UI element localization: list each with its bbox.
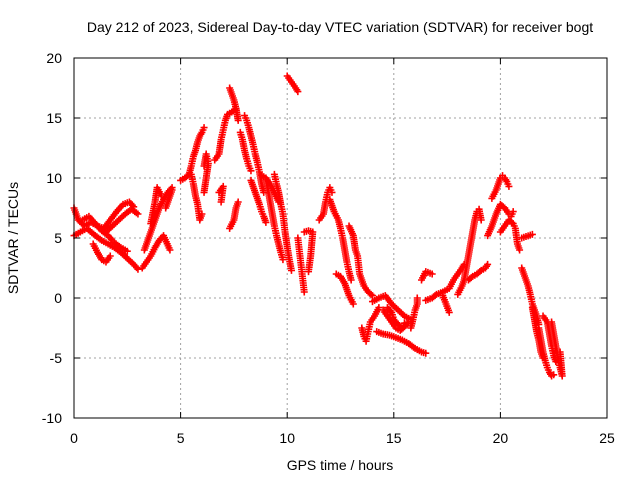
axis-ticks: [73, 57, 608, 419]
y-tick-label: -10: [42, 410, 62, 426]
x-axis-label: GPS time / hours: [287, 457, 394, 473]
data-point: [367, 290, 375, 298]
data-point: [262, 218, 270, 226]
data-point: [279, 256, 287, 264]
data-point: [134, 210, 142, 218]
data-point: [550, 371, 558, 379]
data-point: [123, 247, 131, 255]
data-point: [508, 218, 516, 226]
data-point: [328, 188, 336, 196]
data-point: [157, 192, 165, 200]
data-point: [347, 276, 355, 284]
data-point: [528, 230, 536, 238]
data-point: [476, 268, 484, 276]
data-point: [484, 260, 492, 268]
data-point: [106, 252, 114, 260]
data-point: [287, 266, 295, 274]
data-point: [431, 292, 439, 300]
data-points: [70, 72, 566, 380]
data-point: [422, 349, 430, 357]
data-point: [300, 288, 308, 296]
data-point: [413, 294, 421, 302]
data-point: [234, 116, 242, 124]
data-point: [509, 208, 517, 216]
x-tick-label: 10: [279, 430, 295, 446]
data-point: [368, 292, 376, 300]
data-point: [505, 182, 513, 190]
data-point: [200, 124, 208, 132]
x-tick-label: 15: [386, 430, 402, 446]
chart-title: Day 212 of 2023, Sidereal Day-to-day VTE…: [87, 19, 593, 35]
x-tick-labels: 0 5 10 15 20 25: [70, 430, 615, 446]
data-point: [516, 246, 524, 254]
data-point: [305, 268, 313, 276]
data-point: [198, 210, 206, 218]
data-point: [467, 274, 475, 282]
data-point: [428, 270, 436, 278]
y-tick-label: 20: [46, 50, 62, 66]
x-tick-label: 0: [70, 430, 78, 446]
data-point: [215, 188, 223, 196]
x-tick-label: 5: [177, 430, 185, 446]
x-tick-label: 25: [599, 430, 615, 446]
y-axis-label: SDTVAR / TECUs: [5, 182, 21, 294]
y-tick-label: 15: [46, 110, 62, 126]
data-point: [168, 186, 176, 194]
data-point: [294, 88, 302, 96]
data-point: [375, 304, 383, 312]
data-point: [349, 300, 357, 308]
y-tick-labels: -10 -5 0 5 10 15 20: [42, 50, 62, 426]
data-point: [247, 167, 255, 175]
y-tick-label: 0: [54, 290, 62, 306]
data-point: [477, 216, 485, 224]
y-tick-label: 10: [46, 170, 62, 186]
x-tick-label: 20: [493, 430, 509, 446]
data-point: [134, 265, 142, 273]
data-point: [439, 292, 447, 300]
data-point: [200, 188, 208, 196]
data-point: [556, 348, 564, 356]
y-tick-label: -5: [50, 350, 63, 366]
data-point: [234, 198, 242, 206]
y-tick-label: 5: [54, 230, 62, 246]
data-point: [166, 246, 174, 254]
